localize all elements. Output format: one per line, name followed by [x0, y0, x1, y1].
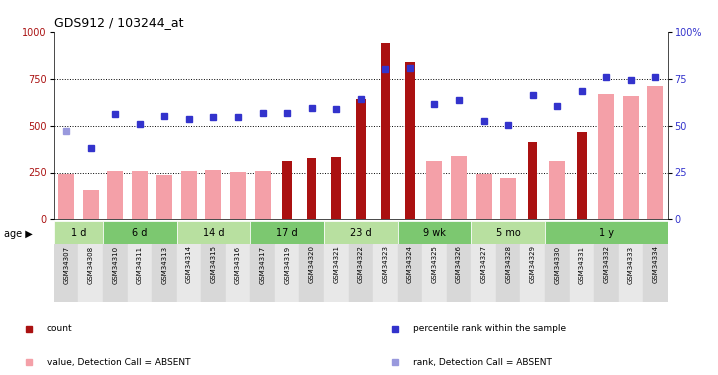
Text: GSM34320: GSM34320 [309, 246, 314, 284]
Bar [471, 244, 496, 302]
Bar [103, 244, 128, 302]
Bar [299, 244, 324, 302]
Text: 23 d: 23 d [350, 228, 372, 238]
Bar [230, 172, 246, 219]
Bar [251, 221, 324, 246]
Text: GSM34322: GSM34322 [358, 246, 364, 284]
Bar [356, 99, 365, 219]
Bar [152, 244, 177, 302]
Bar [521, 244, 545, 302]
Bar [205, 170, 221, 219]
Bar [398, 244, 422, 302]
Text: GSM34316: GSM34316 [235, 246, 241, 284]
Bar [58, 174, 74, 219]
Bar [332, 157, 341, 219]
Text: GSM34324: GSM34324 [407, 246, 413, 284]
Bar [324, 244, 348, 302]
Bar [78, 244, 103, 302]
Text: rank, Detection Call = ABSENT: rank, Detection Call = ABSENT [413, 358, 551, 367]
Text: GSM34313: GSM34313 [162, 246, 167, 284]
Text: GSM34327: GSM34327 [480, 246, 487, 284]
Text: GSM34332: GSM34332 [603, 246, 610, 284]
Text: GSM34333: GSM34333 [628, 246, 634, 284]
Text: GSM34328: GSM34328 [505, 246, 511, 284]
Bar [598, 94, 615, 219]
Bar [619, 244, 643, 302]
Text: GSM34323: GSM34323 [383, 246, 388, 284]
Bar [422, 244, 447, 302]
Bar [225, 244, 251, 302]
Bar [405, 62, 415, 219]
Text: 9 wk: 9 wk [423, 228, 446, 238]
Text: GSM34314: GSM34314 [186, 246, 192, 284]
Bar [426, 161, 442, 219]
Text: GSM34330: GSM34330 [554, 246, 560, 284]
Bar [545, 221, 668, 246]
Text: GSM34310: GSM34310 [112, 246, 118, 284]
Bar [177, 221, 251, 246]
Bar [500, 178, 516, 219]
Bar [577, 132, 587, 219]
Bar [398, 221, 471, 246]
Text: GSM34308: GSM34308 [88, 246, 93, 284]
Text: GSM34319: GSM34319 [284, 246, 290, 284]
Text: GSM34321: GSM34321 [333, 246, 339, 284]
Bar [623, 96, 639, 219]
Bar [282, 161, 292, 219]
Text: 14 d: 14 d [202, 228, 224, 238]
Bar [157, 176, 172, 219]
Text: GSM34311: GSM34311 [137, 246, 143, 284]
Bar [201, 244, 225, 302]
Bar [177, 244, 201, 302]
Bar [275, 244, 299, 302]
Bar [569, 244, 594, 302]
Bar [648, 86, 663, 219]
Text: age ▶: age ▶ [4, 230, 32, 239]
Text: count: count [47, 324, 73, 333]
Bar [373, 244, 398, 302]
Text: value, Detection Call = ABSENT: value, Detection Call = ABSENT [47, 358, 190, 367]
Bar [255, 171, 271, 219]
Text: GSM34307: GSM34307 [63, 246, 69, 284]
Bar [54, 244, 78, 302]
Bar [545, 244, 569, 302]
Text: GSM34329: GSM34329 [530, 246, 536, 284]
Text: GDS912 / 103244_at: GDS912 / 103244_at [54, 16, 183, 29]
Bar [475, 174, 492, 219]
Bar [348, 244, 373, 302]
Bar [307, 158, 317, 219]
Bar [103, 221, 177, 246]
Text: 17 d: 17 d [276, 228, 298, 238]
Text: GSM34326: GSM34326 [456, 246, 462, 284]
Bar [381, 43, 390, 219]
Bar [107, 171, 123, 219]
Bar [496, 244, 521, 302]
Bar [251, 244, 275, 302]
Bar [528, 142, 538, 219]
Bar [471, 221, 545, 246]
Text: GSM34317: GSM34317 [260, 246, 266, 284]
Bar [643, 244, 668, 302]
Bar [324, 221, 398, 246]
Text: 5 mo: 5 mo [495, 228, 521, 238]
Bar [594, 244, 619, 302]
Bar [83, 190, 98, 219]
Bar [447, 244, 471, 302]
Text: GSM34315: GSM34315 [210, 246, 216, 284]
Bar [549, 161, 565, 219]
Bar [181, 171, 197, 219]
Text: 1 y: 1 y [599, 228, 614, 238]
Bar [132, 171, 148, 219]
Text: GSM34331: GSM34331 [579, 246, 584, 284]
Bar [54, 221, 103, 246]
Text: 1 d: 1 d [70, 228, 86, 238]
Text: 6 d: 6 d [132, 228, 147, 238]
Text: percentile rank within the sample: percentile rank within the sample [413, 324, 566, 333]
Bar [451, 156, 467, 219]
Text: GSM34334: GSM34334 [653, 246, 658, 284]
Text: GSM34325: GSM34325 [432, 246, 437, 284]
Bar [128, 244, 152, 302]
